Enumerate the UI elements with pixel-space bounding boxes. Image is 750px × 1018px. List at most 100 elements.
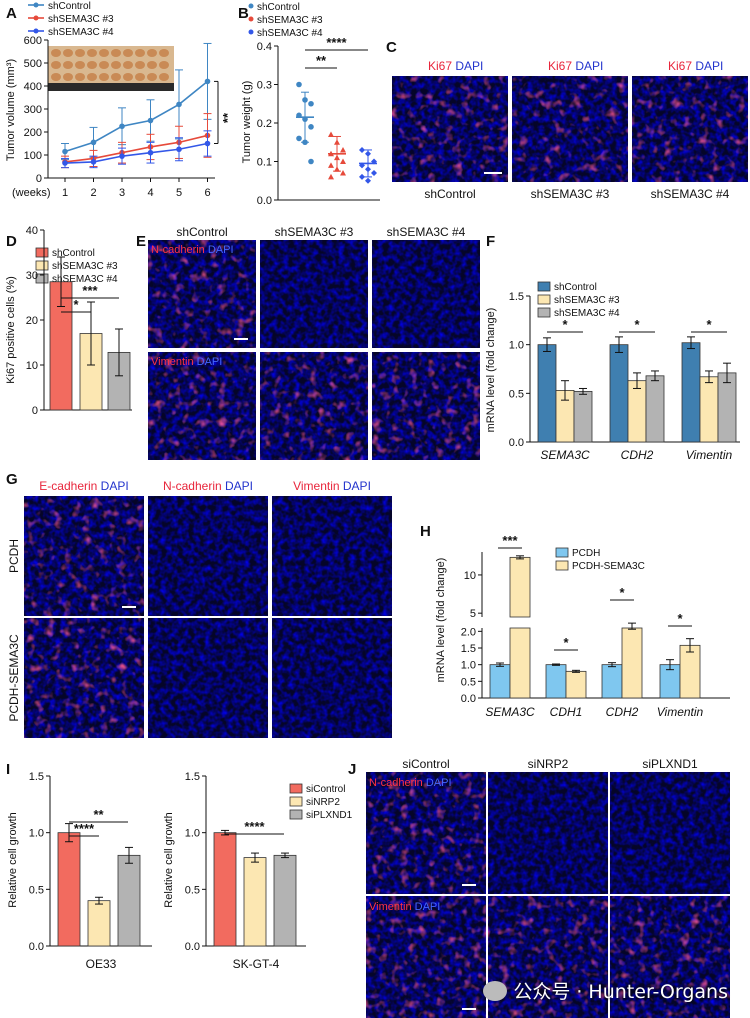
axis-I-1-yticklabel-2: 1.0 bbox=[185, 828, 200, 840]
point-B-1-5 bbox=[340, 158, 346, 164]
legend-H-label-0: PCDH bbox=[572, 548, 600, 559]
tumor-photo-specimen bbox=[123, 61, 133, 69]
sig-H-1: * bbox=[563, 635, 569, 650]
point-A-0-1 bbox=[90, 139, 97, 146]
point-A-0-2 bbox=[119, 123, 125, 130]
bar-F-2-0 bbox=[681, 342, 701, 443]
legend-D-swatch-2 bbox=[35, 273, 49, 284]
bar-F-2-2 bbox=[717, 372, 737, 443]
bar-I-0-1 bbox=[87, 900, 111, 947]
image-G-1-2-dapi bbox=[272, 618, 392, 738]
tumor-photo-specimen bbox=[63, 49, 73, 57]
sig-D-2: *** bbox=[82, 283, 98, 298]
point-B-1-6 bbox=[328, 162, 334, 168]
stain-label-J-1: Vimentin DAPI bbox=[369, 901, 440, 913]
legend-I-swatch-1 bbox=[289, 796, 303, 807]
stain-label-E-0: N-cadherin DAPI bbox=[151, 244, 234, 256]
stain-red-E: N-cadherin bbox=[151, 244, 208, 256]
ylabel-B: Tumor weight (g) bbox=[241, 81, 253, 164]
watermark: 公众号 · Hunter-Organs bbox=[483, 977, 728, 1004]
panel-letter-D: D bbox=[6, 233, 17, 250]
yticklabel-H-1: 0.5 bbox=[461, 676, 476, 688]
yticklabel-H-4: 2.0 bbox=[461, 626, 476, 638]
sig-I-2: **** bbox=[74, 821, 95, 836]
sig-B-1: **** bbox=[326, 35, 347, 50]
tumor-photo-specimen bbox=[159, 73, 169, 81]
axis-A-yticklabel-6: 600 bbox=[24, 35, 42, 47]
panel-letter-E: E bbox=[136, 233, 146, 250]
legend-D-swatch-0 bbox=[35, 247, 49, 258]
point-B-0-0 bbox=[296, 81, 302, 88]
group-label-J-0: siControl bbox=[402, 757, 449, 771]
legend-I-label-2: siPLXND1 bbox=[306, 810, 353, 821]
axis-F-yticklabel-1: 0.5 bbox=[509, 388, 524, 400]
legend-A-label-2: shSEMA3C #4 bbox=[48, 27, 114, 38]
group-label-C-0: shControl bbox=[424, 187, 475, 201]
stain-label-G-1: N-cadherin DAPI bbox=[163, 479, 253, 493]
xticklabel-A-0: 1 bbox=[62, 187, 68, 199]
group-label-J-1: siNRP2 bbox=[528, 757, 569, 771]
point-A-2-4 bbox=[176, 146, 182, 153]
axis-I-1-yticklabel-0: 0.0 bbox=[185, 941, 200, 953]
ylabel-A: Tumor volume (mm³) bbox=[5, 59, 17, 161]
axis-I-0-yticklabel-2: 1.0 bbox=[29, 828, 44, 840]
panel-letter-C: C bbox=[386, 39, 397, 56]
tumor-photo-specimen bbox=[63, 61, 73, 69]
stain-label-E-1: Vimentin DAPI bbox=[151, 356, 222, 368]
bar-I-1-0 bbox=[213, 832, 237, 947]
stain-red-G: Vimentin bbox=[293, 479, 343, 493]
point-B-0-2 bbox=[308, 100, 314, 107]
image-C-0-stain bbox=[392, 76, 508, 182]
image-C-2-stain bbox=[632, 76, 748, 182]
legend-B-marker-1 bbox=[248, 16, 254, 22]
scale-bar-C bbox=[484, 172, 502, 174]
image-J-1-2-stain bbox=[610, 896, 730, 1018]
legend-B-marker-2 bbox=[248, 29, 254, 35]
legend-A-label-0: shControl bbox=[48, 1, 91, 12]
image-G-0-0-stain bbox=[24, 496, 144, 616]
ylabel-D: Ki67 positive cells (%) bbox=[5, 276, 17, 384]
ylabel-H: mRNA level (fold change) bbox=[435, 558, 447, 683]
bar-F-1-0 bbox=[609, 344, 629, 443]
axis-B-yticklabel-0: 0.0 bbox=[257, 195, 272, 207]
category-label-H-1: CDH1 bbox=[550, 705, 583, 719]
legend-B-label-0: shControl bbox=[257, 2, 300, 13]
axis-F-yticklabel-0: 0.0 bbox=[509, 437, 524, 449]
stain-blue-G: DAPI bbox=[343, 479, 371, 493]
legend-F-label-2: shSEMA3C #4 bbox=[554, 308, 620, 319]
tumor-photo-specimen bbox=[51, 61, 61, 69]
tumor-photo-specimen bbox=[147, 73, 157, 81]
image-E-1-2-stain bbox=[372, 352, 480, 460]
axis-F-yticklabel-3: 1.5 bbox=[509, 291, 524, 303]
point-B-2-0 bbox=[359, 146, 365, 153]
stain-blue-J: DAPI bbox=[426, 777, 452, 789]
legend-D-label-1: shSEMA3C #3 bbox=[52, 261, 118, 272]
legend-F-label-1: shSEMA3C #3 bbox=[554, 295, 620, 306]
axis-D-yticklabel-4: 40 bbox=[26, 225, 38, 237]
image-G-1-0-stain bbox=[24, 618, 144, 738]
group-label-C-1: shSEMA3C #3 bbox=[531, 187, 610, 201]
tumor-photo-specimen bbox=[99, 73, 109, 81]
stain-blue-G: DAPI bbox=[101, 479, 129, 493]
sig-I-3: **** bbox=[244, 819, 265, 834]
legend-I-label-1: siNRP2 bbox=[306, 797, 340, 808]
image-G-0-2-dapi bbox=[272, 496, 392, 616]
group-label-J-2: siPLXND1 bbox=[642, 757, 698, 771]
legend-A-marker-0 bbox=[33, 2, 39, 8]
stain-red-C: Ki67 bbox=[428, 59, 455, 73]
sig-H-0: *** bbox=[502, 533, 518, 548]
image-E-1-1-stain bbox=[260, 352, 368, 460]
legend-F-label-0: shControl bbox=[554, 282, 597, 293]
axis-I-0-yticklabel-3: 1.5 bbox=[29, 771, 44, 783]
point-B-2-6 bbox=[359, 173, 365, 180]
legend-F-swatch-2 bbox=[537, 307, 551, 318]
tumor-photo-specimen bbox=[63, 73, 73, 81]
bar-I-0-0 bbox=[57, 832, 81, 947]
series-A-1 bbox=[64, 134, 208, 163]
axis-D-yticklabel-0: 0 bbox=[32, 405, 38, 417]
legend-I-swatch-0 bbox=[289, 783, 303, 794]
bar-H-3-1 bbox=[679, 644, 701, 699]
yticklabel-H-u1: 10 bbox=[464, 570, 476, 582]
ylabel-F: mRNA level (fold change) bbox=[485, 308, 497, 433]
